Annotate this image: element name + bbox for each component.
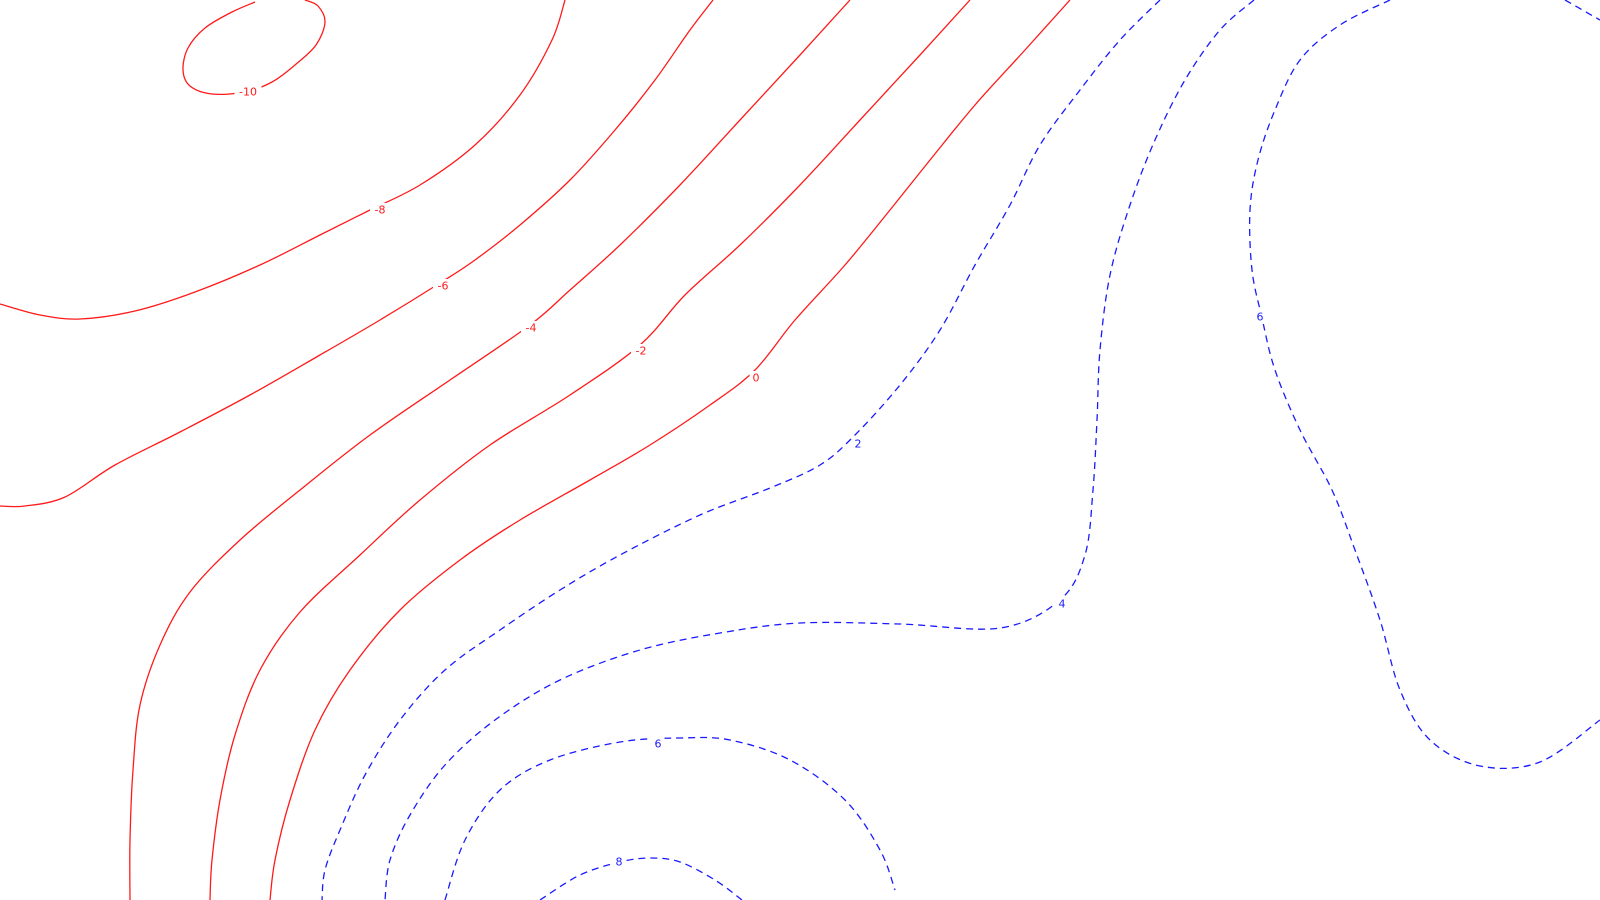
contour-line-level-neg8-1 — [0, 0, 566, 320]
contour-label-background — [631, 344, 651, 358]
contour-line-level-6-9 — [444, 736, 896, 900]
contour-label-5: 0 — [749, 371, 763, 385]
contour-label-background — [1253, 310, 1267, 324]
contour-label-background — [234, 85, 262, 99]
contour-line-level-neg10-0 — [182, 0, 326, 96]
contour-line-level-neg4-3 — [129, 0, 851, 900]
contour-label-background — [521, 321, 541, 335]
contour-label-9: 6 — [651, 737, 665, 751]
contour-line-level-neg2-4 — [209, 0, 971, 900]
contour-label-text: 0 — [753, 372, 760, 385]
contour-labels: -10 -8 -6 -4 -2 0 2 4 6 6 8 — [234, 85, 1267, 869]
contour-label-6: 2 — [851, 437, 865, 451]
contour-label-4: -2 — [631, 344, 651, 358]
contour-line-level-0-5 — [269, 0, 1071, 900]
contour-label-background — [851, 437, 865, 451]
contour-label-text: 4 — [1059, 598, 1066, 611]
contour-label-8: 6 — [1253, 310, 1267, 324]
contour-line-level-4-7 — [384, 0, 1255, 900]
contour-label-text: 2 — [855, 438, 862, 451]
contour-label-text: 6 — [655, 738, 662, 751]
contour-line-level-10-11 — [1564, 0, 1600, 21]
contour-label-text: -10 — [239, 86, 257, 99]
contour-label-text: 8 — [616, 856, 623, 869]
contour-label-2: -6 — [433, 279, 453, 293]
contour-label-7: 4 — [1055, 597, 1069, 611]
contour-label-background — [433, 279, 453, 293]
contour-label-background — [370, 203, 390, 217]
contour-label-background — [749, 371, 763, 385]
contour-label-10: 8 — [612, 855, 626, 869]
contour-label-text: 6 — [1257, 311, 1264, 324]
contour-label-text: -8 — [375, 204, 386, 217]
contour-line-level-2-6 — [321, 0, 1161, 900]
contour-label-text: -6 — [438, 280, 449, 293]
contour-line-level-6-8 — [1248, 0, 1600, 770]
contour-line-level-neg6-2 — [0, 0, 714, 508]
contour-label-3: -4 — [521, 321, 541, 335]
contour-label-background — [1055, 597, 1069, 611]
contour-label-1: -8 — [370, 203, 390, 217]
contour-line-level-8-10 — [539, 857, 743, 900]
contour-label-0: -10 — [234, 85, 262, 99]
contour-label-text: -4 — [526, 322, 537, 335]
contour-label-background — [612, 855, 626, 869]
contour-label-background — [651, 737, 665, 751]
contour-label-text: -2 — [636, 345, 647, 358]
